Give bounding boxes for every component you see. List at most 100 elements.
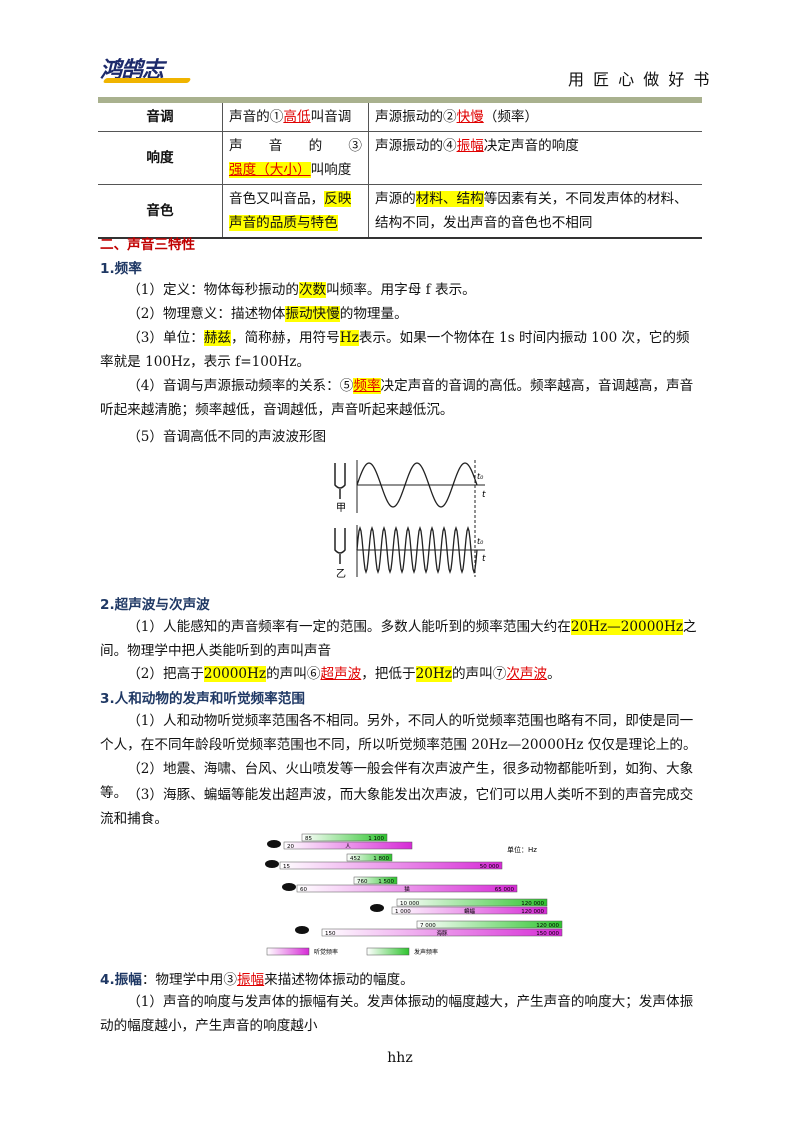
range-label: 20 bbox=[287, 844, 294, 850]
hear-range bbox=[283, 841, 413, 850]
text: （5）音调高低不同的声波波形图 bbox=[127, 429, 327, 445]
animal-label: 人 bbox=[345, 843, 351, 850]
cell: 声源振动的②快慢（频率） bbox=[368, 99, 702, 132]
range-label: 150 bbox=[325, 931, 336, 937]
emit-range bbox=[416, 920, 563, 929]
range-label: 7 000 bbox=[420, 923, 436, 929]
animal-icon bbox=[282, 883, 296, 891]
text: （3）单位： bbox=[127, 330, 204, 346]
text: 叫频率。用字母 f 表示。 bbox=[326, 282, 476, 298]
range-label: 120 000 bbox=[521, 909, 544, 915]
range-label: 1 100 bbox=[368, 836, 384, 842]
text: 声源的 bbox=[375, 191, 416, 207]
paragraph: （5）音调高低不同的声波波形图 bbox=[100, 425, 702, 449]
text: （1）人能感知的声音频率有一定的范围。多数人能听到的频率范围大约在 bbox=[127, 619, 571, 635]
paragraph: （2）地震、海啸、台风、火山喷发等一般会伴有次声波产生，很多动物都能听到，如狗、… bbox=[100, 761, 694, 801]
answer: 超声波 bbox=[320, 666, 362, 682]
answer: 频率 bbox=[353, 378, 381, 394]
range-label: 1 500 bbox=[378, 879, 394, 885]
text: 来描述物体振动的幅度。 bbox=[264, 972, 414, 988]
tuning-fork bbox=[334, 463, 346, 564]
tr: 响度 声音的③ 强度（大小）叫响度 声源振动的④振幅决定声音的响度 bbox=[98, 131, 702, 185]
tr: 音调 声音的①高低叫音调 声源振动的②快慢（频率） bbox=[98, 99, 702, 132]
cell: 声源振动的④振幅决定声音的响度 bbox=[368, 131, 702, 185]
heading-text: 4.振幅 bbox=[100, 972, 142, 988]
emit-range bbox=[346, 853, 393, 862]
highlight: 20Hz bbox=[415, 666, 452, 682]
text: 的物理量。 bbox=[339, 306, 408, 322]
legend-label: 发声频率 bbox=[414, 948, 438, 956]
highlight: 20Hz—20000Hz bbox=[570, 619, 684, 635]
marker-label: t₀ bbox=[477, 472, 484, 481]
heading: 2.超声波与次声波 bbox=[100, 597, 210, 613]
paragraph: （2）把高于20000Hz的声叫⑥超声波，把低于20Hz的声叫⑦次声波。 bbox=[100, 662, 702, 686]
hear-range bbox=[321, 928, 563, 937]
range-label: 452 bbox=[350, 856, 361, 862]
text: 决定声音的音调的高低。频率越高，音调越高，声音听起来越清脆；频率越低，音调越低，… bbox=[100, 378, 694, 418]
text: （2）把高于 bbox=[127, 666, 204, 682]
answer: 强度（大小） bbox=[229, 162, 311, 178]
range-label: 120 000 bbox=[536, 923, 559, 929]
range-label: 15 bbox=[283, 864, 290, 870]
range-label: 760 bbox=[357, 879, 368, 885]
heading: 4.振幅：物理学中用③振幅来描述物体振动的幅度。 bbox=[100, 968, 414, 988]
wave-figure: 甲 乙 t t₀ t t₀ bbox=[334, 460, 486, 580]
paragraph: （1）人和动物听觉频率范围各不相同。另外，不同人的听觉频率范围也略有不同，即使是… bbox=[100, 713, 697, 753]
fork-label: 甲 bbox=[336, 503, 346, 514]
paragraph: （4）音调与声源振动频率的关系：⑤频率决定声音的音调的高低。频率越高，音调越高，… bbox=[100, 374, 702, 422]
highlight: 次数 bbox=[298, 282, 327, 298]
answer: 振幅 bbox=[456, 138, 484, 154]
range-label: 85 bbox=[305, 836, 312, 842]
path bbox=[334, 463, 346, 489]
property-table: 音调 声音的①高低叫音调 声源振动的②快慢（频率） 响度 声音的③ 强度（大小） 叫… bbox=[98, 97, 702, 239]
paragraph: （3）海豚、蝙蝠等能发出超声波，而大象能发出次声波，它们可以用人类听不到的声音完… bbox=[100, 787, 694, 827]
hear-range bbox=[296, 884, 518, 893]
section-title: 二、声音三特性 bbox=[100, 237, 196, 253]
heading: 1.频率 bbox=[100, 261, 142, 277]
text: （1）定义：物体每秒振动的 bbox=[127, 282, 299, 298]
range-label: 65 000 bbox=[495, 887, 515, 893]
highlight: 材料、结构 bbox=[415, 191, 484, 207]
range-label: 120 000 bbox=[521, 901, 544, 907]
text: （频率） bbox=[483, 109, 539, 125]
text: 音色又叫音品， bbox=[229, 191, 325, 207]
animal-label: 海豚 bbox=[436, 929, 448, 937]
hearing-figure: 单位：Hz 听觉频率 发声频率 85 1 100 20 人 452 1 800 15 50 0… bbox=[265, 833, 563, 956]
answer: 次声波 bbox=[506, 666, 548, 682]
animal-icon bbox=[370, 904, 384, 912]
cell: 响度 bbox=[98, 131, 223, 185]
logo-swoosh bbox=[102, 78, 192, 83]
waveform bbox=[356, 525, 478, 575]
text: 叫音调 bbox=[310, 109, 352, 125]
text: 声音的③ bbox=[229, 138, 362, 154]
text: 决定声音的响度 bbox=[483, 138, 579, 154]
fork-label: 乙 bbox=[336, 568, 346, 580]
text: 声源振动的④ bbox=[375, 138, 457, 154]
highlight: 20000Hz bbox=[203, 666, 267, 682]
marker-label: t₀ bbox=[477, 537, 484, 546]
range-label: 150 000 bbox=[536, 931, 559, 937]
text: 的声叫⑦ bbox=[451, 666, 507, 682]
text: （4）音调与声源振动频率的关系：⑤ bbox=[127, 378, 354, 394]
range-label: 50 000 bbox=[480, 864, 500, 870]
cell: 声音的③ 强度（大小）叫响度 bbox=[222, 131, 369, 185]
cell: 音色又叫音品，反映声音的品质与特色 bbox=[222, 184, 369, 239]
text: 声源振动的② bbox=[375, 109, 457, 125]
highlight: 振动快慢 bbox=[285, 306, 340, 322]
heading: 3.人和动物的发声和听觉频率范围 bbox=[100, 691, 305, 707]
answer: 快慢 bbox=[456, 109, 484, 125]
emit-range bbox=[396, 898, 548, 907]
legend-label: 听觉频率 bbox=[314, 948, 338, 956]
range-label: 10 000 bbox=[400, 901, 420, 907]
cell: 音调 bbox=[98, 99, 223, 132]
animal-label: 猫 bbox=[404, 885, 410, 893]
cell: 声源的材料、结构等因素有关，不同发声体的材料、结构不同，发出声音的音色也不相同 bbox=[368, 184, 702, 239]
text: 之间。物理学中把人类能听到的声叫声音 bbox=[100, 619, 697, 659]
unit-label: 单位：Hz bbox=[507, 845, 537, 854]
waveform bbox=[356, 462, 478, 508]
highlight: 赫兹 bbox=[203, 330, 231, 346]
range-label: 1 800 bbox=[373, 856, 389, 862]
legend-swatch bbox=[266, 947, 310, 956]
paragraph: （2）物理意义：描述物体振动快慢的物理量。 bbox=[100, 302, 702, 326]
tbody: 音调 声音的①高低叫音调 声源振动的②快慢（频率） 响度 声音的③ 强度（大小） 叫… bbox=[98, 99, 702, 239]
